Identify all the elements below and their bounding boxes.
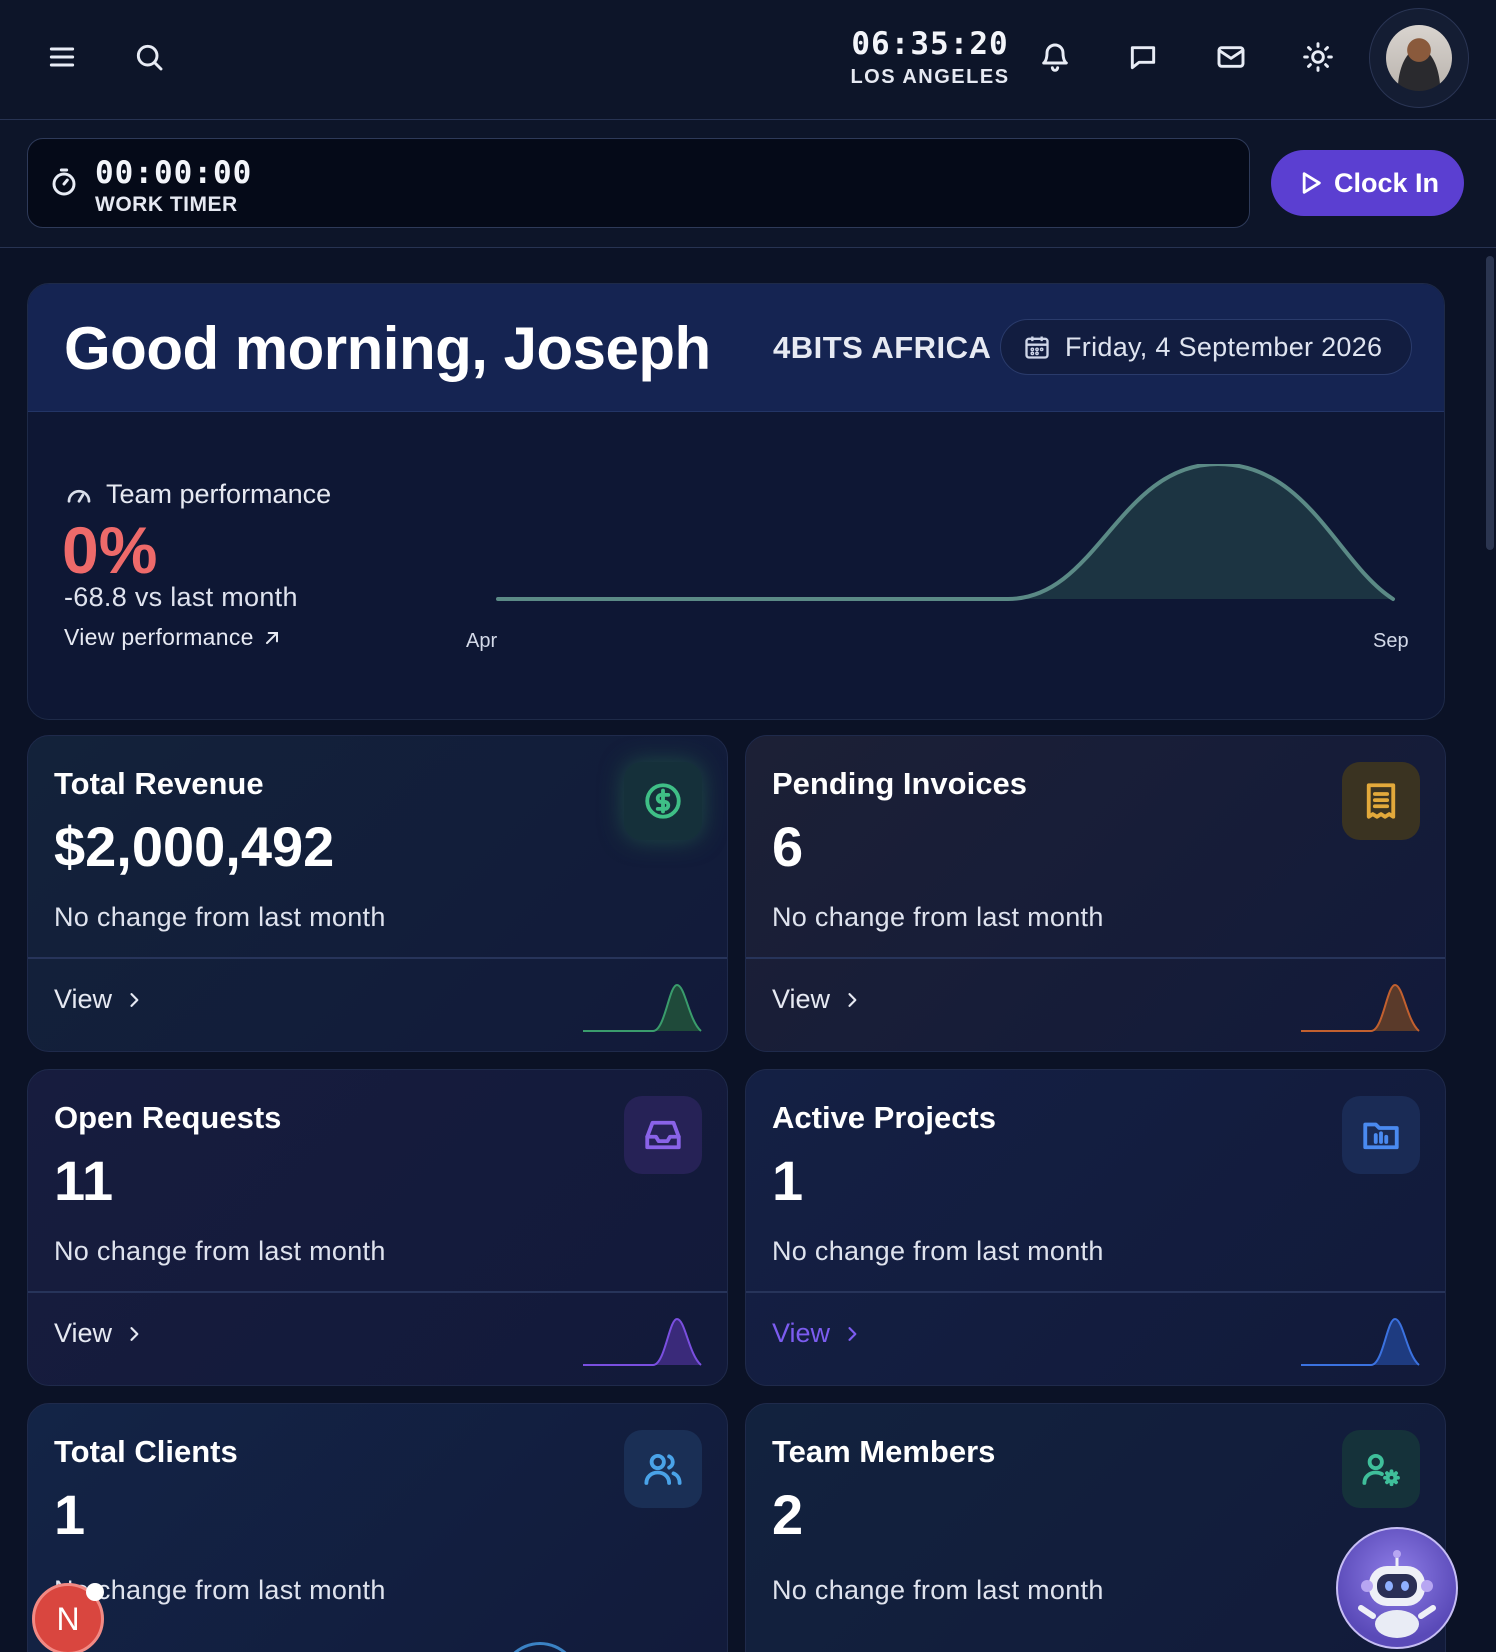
stopwatch-icon [48, 166, 80, 198]
total-revenue-card: Total Revenue $2,000,492 No change from … [27, 735, 728, 1052]
active-projects-card: Active Projects 1 No change from last mo… [745, 1069, 1446, 1386]
card-subtitle: No change from last month [772, 1575, 1104, 1605]
card-subtitle: No change from last month [54, 1575, 386, 1605]
play-icon [1302, 172, 1321, 194]
card-divider [746, 1291, 1445, 1293]
card-subtitle: No change from last month [772, 902, 1104, 932]
sun-icon[interactable] [1294, 33, 1342, 81]
team-performance-delta: -68.8 vs last month [64, 582, 298, 612]
card-title: Team Members [772, 1434, 996, 1469]
revenue-sparkline [583, 983, 702, 1032]
chat-icon[interactable] [1119, 33, 1167, 81]
work-timer: 00:00:00 WORK TIMER [27, 138, 1250, 228]
users-icon [624, 1430, 702, 1508]
clock-in-button[interactable]: Clock In [1271, 150, 1464, 216]
status-dot [86, 1583, 104, 1601]
calendar-icon [1025, 336, 1049, 359]
card-divider [28, 957, 727, 959]
view-link[interactable]: View [772, 984, 862, 1015]
invoices-sparkline [1301, 983, 1420, 1032]
card-value: 1 [54, 1483, 86, 1546]
gauge-icon [67, 489, 91, 503]
arrow-up-right-icon [265, 631, 278, 644]
performance-area [498, 464, 1393, 599]
welcome-header: Good morning, Joseph 4BITS AFRICA Friday… [28, 284, 1444, 412]
user-avatar-button[interactable] [1369, 8, 1469, 108]
receipt-icon [1342, 762, 1420, 840]
total-clients-card: Total Clients 1 No change from last mont… [27, 1403, 728, 1652]
card-title: Total Clients [54, 1434, 238, 1469]
view-link[interactable]: View [54, 1318, 144, 1349]
clock-city: LOS ANGELES [850, 66, 1010, 88]
card-value: $2,000,492 [54, 815, 335, 878]
team-performance-chart [496, 464, 1395, 601]
bell-icon[interactable] [1031, 33, 1079, 81]
clock-in-label: Clock In [1333, 167, 1440, 198]
chevron-right-icon [848, 992, 857, 1007]
timer-value: 00:00:00 [95, 155, 253, 191]
card-subtitle: No change from last month [54, 902, 386, 932]
card-value: 2 [772, 1483, 804, 1546]
welcome-panel: Good morning, Joseph 4BITS AFRICA Friday… [27, 283, 1445, 720]
card-title: Pending Invoices [772, 766, 1027, 801]
card-title: Open Requests [54, 1100, 282, 1135]
avatar [1386, 25, 1452, 91]
projects-sparkline [1301, 1317, 1420, 1366]
inbox-icon [624, 1096, 702, 1174]
team-performance-value: 0% [62, 513, 158, 587]
dollar-icon [624, 762, 702, 840]
search-icon[interactable] [125, 33, 173, 81]
open-requests-card: Open Requests 11 No change from last mon… [27, 1069, 728, 1386]
card-title: Active Projects [772, 1100, 996, 1135]
view-link[interactable]: View [54, 984, 144, 1015]
x-axis-start-label: Apr [466, 630, 498, 652]
card-divider [746, 957, 1445, 959]
date-badge: Friday, 4 September 2026 [1000, 319, 1412, 375]
folder-chart-icon [1342, 1096, 1420, 1174]
card-divider [28, 1291, 727, 1293]
timer-label: WORK TIMER [95, 193, 238, 216]
organization-name: 4BITS AFRICA [773, 330, 992, 365]
card-subtitle: No change from last month [772, 1236, 1104, 1266]
team-performance-label: Team performance [64, 479, 331, 510]
view-performance-link[interactable]: View performance [64, 624, 282, 651]
team-members-card: Team Members 2 No change from last month [745, 1403, 1446, 1652]
mail-icon[interactable] [1207, 33, 1255, 81]
clock-time: 06:35:20 [851, 26, 1009, 62]
scrollbar-thumb[interactable] [1486, 256, 1494, 550]
timer-bar: 00:00:00 WORK TIMER Clock In [0, 120, 1496, 248]
card-value: 11 [54, 1149, 114, 1212]
world-clock: 06:35:20 LOS ANGELES [850, 26, 1010, 89]
assistant-bot-button[interactable] [1336, 1527, 1458, 1649]
card-title: Total Revenue [54, 766, 264, 801]
x-axis-end-label: Sep [1373, 630, 1409, 652]
chevron-right-icon [848, 1326, 857, 1341]
view-link[interactable]: View [772, 1318, 862, 1349]
menu-icon[interactable] [38, 33, 86, 81]
user-gear-icon [1342, 1430, 1420, 1508]
performance-line [496, 464, 1395, 601]
greeting-title: Good morning, Joseph [64, 315, 711, 382]
card-value: 1 [772, 1149, 804, 1212]
requests-sparkline [583, 1317, 702, 1366]
card-subtitle: No change from last month [54, 1236, 386, 1266]
chevron-right-icon [130, 1326, 139, 1341]
card-value: 6 [772, 815, 804, 878]
robot-icon [1358, 1550, 1436, 1638]
top-bar: 06:35:20 LOS ANGELES [0, 0, 1496, 120]
pending-invoices-card: Pending Invoices 6 No change from last m… [745, 735, 1446, 1052]
chevron-right-icon [130, 992, 139, 1007]
date-text: Friday, 4 September 2026 [1065, 331, 1383, 362]
